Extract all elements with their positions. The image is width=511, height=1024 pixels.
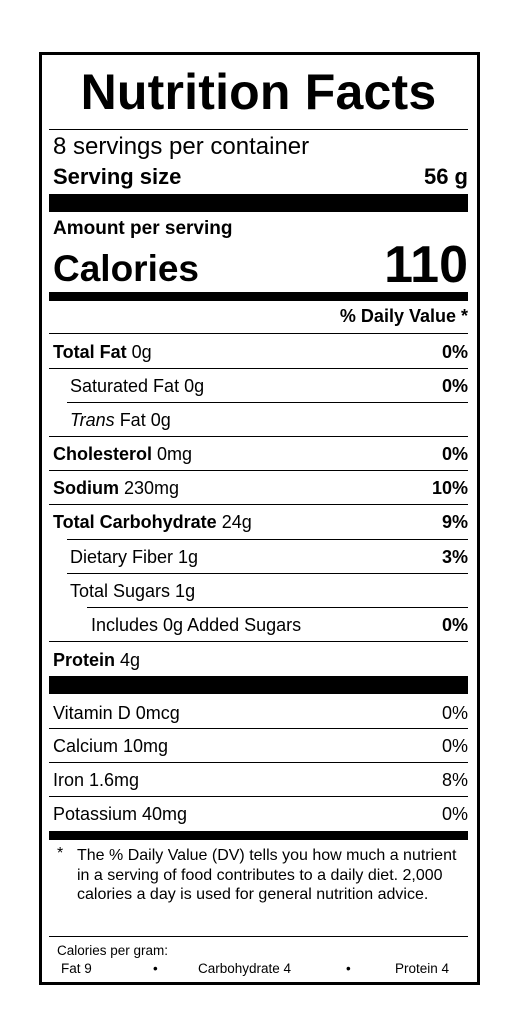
calories-per-gram-values: Fat 9 • Carbohydrate 4 • Protein 4	[57, 960, 468, 977]
calories-row: Calories 110	[53, 237, 468, 293]
serving-size-label: Serving size	[53, 164, 182, 189]
divider	[49, 129, 468, 130]
nutrient-row-total-carbohydrate: Total Carbohydrate 24g 9%	[49, 506, 468, 539]
nutrient-dv: 0%	[441, 444, 468, 464]
vitamin-name: Potassium 40mg	[53, 804, 188, 824]
cpg-protein: Protein 4	[395, 961, 450, 976]
nutrient-name-italic: Trans	[70, 410, 115, 430]
cpg-carbohydrate: Carbohydrate 4	[198, 961, 292, 976]
label-title: Nutrition Facts	[80, 64, 437, 120]
nutrient-row-protein: Protein 4g	[49, 644, 468, 677]
divider	[87, 607, 468, 608]
nutrient-name: Sodium	[53, 478, 119, 498]
nutrient-row-saturated-fat: Saturated Fat 0g 0%	[49, 370, 468, 403]
daily-value-footnote: * The % Daily Value (DV) tells you how m…	[57, 845, 462, 905]
vitamin-name: Vitamin D 0mcg	[53, 703, 180, 723]
nutrient-row-trans-fat: Trans Fat 0g	[49, 404, 468, 437]
thick-divider	[49, 676, 468, 694]
nutrient-amount: 24g	[216, 512, 252, 532]
divider	[67, 402, 468, 403]
serving-size-row: Serving size 56 g	[53, 162, 468, 192]
divider	[49, 641, 468, 642]
nutrient-name: Dietary Fiber 1g	[70, 547, 199, 567]
divider	[49, 470, 468, 471]
nutrient-name: Saturated Fat 0g	[70, 376, 205, 396]
nutrition-facts-label: Nutrition Facts 8 servings per container…	[39, 52, 480, 985]
vitamin-dv: 8%	[441, 770, 468, 790]
cpg-fat: Fat 9	[61, 961, 92, 976]
nutrient-row-sodium: Sodium 230mg 10%	[49, 472, 468, 505]
daily-value-header: % Daily Value *	[339, 306, 468, 326]
thick-divider	[49, 194, 468, 212]
nutrient-amount: 0g	[126, 342, 152, 362]
vitamin-name: Iron 1.6mg	[53, 770, 140, 790]
nutrient-dv: 0%	[441, 342, 468, 362]
divider	[49, 796, 468, 797]
vitamin-row-iron: Iron 1.6mg 8%	[49, 764, 468, 797]
cpg-separator: •	[153, 961, 158, 976]
nutrient-dv: 0%	[441, 376, 468, 396]
vitamin-row-calcium: Calcium 10mg 0%	[49, 730, 468, 763]
divider	[67, 573, 468, 574]
nutrient-name: Total Fat	[53, 342, 127, 362]
nutrient-name: Includes 0g Added Sugars	[91, 615, 302, 635]
nutrient-dv: 9%	[441, 512, 468, 532]
medium-divider	[49, 292, 468, 301]
medium-divider	[49, 831, 468, 840]
nutrient-dv: 0%	[441, 615, 468, 635]
vitamin-dv: 0%	[441, 804, 468, 824]
nutrient-dv: 10%	[431, 478, 468, 498]
vitamin-dv: 0%	[441, 703, 468, 723]
vitamin-name: Calcium 10mg	[53, 736, 169, 756]
nutrient-row-dietary-fiber: Dietary Fiber 1g 3%	[49, 541, 468, 574]
nutrient-amount: 4g	[115, 650, 141, 670]
nutrient-row-added-sugars: Includes 0g Added Sugars 0%	[49, 609, 468, 642]
nutrient-name: Protein	[53, 650, 116, 670]
divider	[49, 762, 468, 763]
divider	[49, 368, 468, 369]
nutrient-row-total-sugars: Total Sugars 1g	[49, 575, 468, 608]
nutrient-name: Cholesterol	[53, 444, 153, 464]
nutrient-row-total-fat: Total Fat 0g 0%	[49, 336, 468, 369]
footnote-marker: *	[57, 845, 64, 862]
divider	[49, 728, 468, 729]
calories-label: Calories	[53, 248, 200, 289]
divider	[49, 333, 468, 334]
nutrient-name: Total Sugars 1g	[70, 581, 196, 601]
amount-per-serving: Amount per serving	[53, 218, 233, 239]
footnote-text: The % Daily Value (DV) tells you how muc…	[77, 847, 457, 903]
nutrient-amount: 230mg	[119, 478, 180, 498]
divider	[49, 436, 468, 437]
divider	[49, 936, 468, 937]
nutrient-amount: 0mg	[152, 444, 193, 464]
divider	[49, 504, 468, 505]
cpg-separator: •	[346, 961, 351, 976]
calories-value: 110	[384, 236, 468, 294]
calories-per-gram-label: Calories per gram:	[57, 943, 169, 958]
nutrient-dv: 3%	[441, 547, 468, 567]
vitamin-row-vitamin-d: Vitamin D 0mcg 0%	[49, 697, 468, 730]
nutrient-name: Fat 0g	[114, 410, 171, 430]
divider	[67, 539, 468, 540]
vitamin-row-potassium: Potassium 40mg 0%	[49, 798, 468, 831]
nutrient-row-cholesterol: Cholesterol 0mg 0%	[49, 438, 468, 471]
nutrient-name: Total Carbohydrate	[53, 512, 217, 532]
serving-size-value: 56 g	[423, 164, 468, 189]
vitamin-dv: 0%	[441, 736, 468, 756]
servings-per-container: 8 servings per container	[53, 133, 310, 160]
